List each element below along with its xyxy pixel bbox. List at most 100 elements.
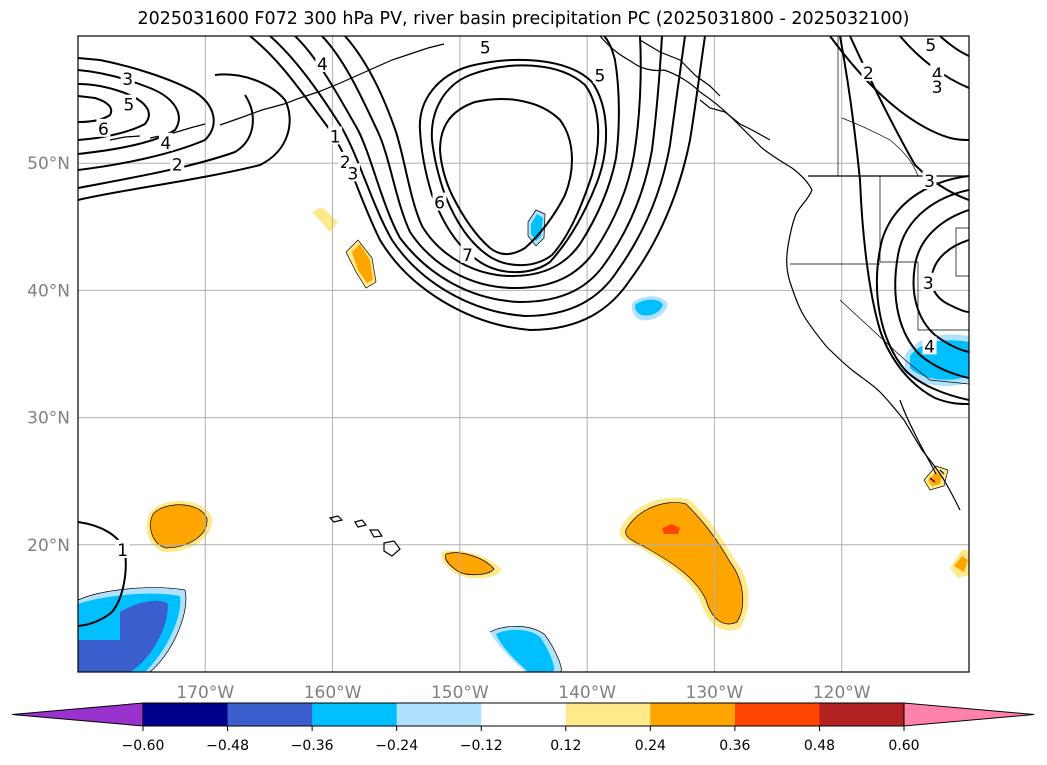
- precip-area-positive: [625, 502, 743, 624]
- lon-tick-label: 130°W: [686, 683, 744, 703]
- contour-label: 3: [923, 274, 934, 294]
- contour-label-halo: [592, 65, 607, 84]
- contour-label-halo: [345, 163, 360, 182]
- contour-label-halo: [478, 37, 493, 56]
- pv-contour: [78, 521, 127, 627]
- colorbar-segment: [565, 703, 651, 726]
- contour-label: 7: [462, 246, 473, 266]
- lon-tick-label: 140°W: [558, 683, 616, 703]
- pv-contour: [78, 83, 150, 141]
- pv-contours: [78, 36, 969, 627]
- state-border: [955, 227, 969, 277]
- pv-contour: [894, 189, 969, 379]
- colorbar-segment: [143, 703, 229, 726]
- contour-label: 5: [925, 36, 936, 56]
- colorbar-tick-label: −0.24: [375, 738, 418, 754]
- contour-label: 4: [160, 134, 171, 154]
- contour-label-halo: [432, 192, 447, 211]
- contour-label: 2: [863, 64, 874, 84]
- contour-label-halo: [923, 36, 938, 53]
- pv-contour: [930, 239, 969, 313]
- contour-label-halo: [861, 62, 876, 81]
- colorbar-segment: [819, 703, 905, 726]
- island-hawaii: [354, 519, 368, 528]
- contour-label-halo: [170, 154, 185, 173]
- pv-contour: [249, 36, 706, 332]
- lat-tick-label: 30°N: [27, 409, 70, 429]
- map-title: 2025031600 F072 300 hPa PV, river basin …: [137, 9, 910, 29]
- colorbar-segment: [734, 703, 820, 726]
- colorbar-tick-label: −0.12: [460, 738, 503, 754]
- precip-area-positive: [312, 207, 338, 232]
- state-border: [879, 176, 969, 331]
- colorbar-segment: [312, 703, 398, 726]
- pv-contour: [438, 98, 573, 255]
- pv-contour: [78, 57, 215, 171]
- colorbar-segment: [481, 703, 567, 726]
- colorbar-segment: [650, 703, 736, 726]
- colorbar-tick-label: −0.36: [291, 738, 334, 754]
- precip-area-strong-negative: [78, 600, 168, 672]
- colorbar-segment: [227, 703, 313, 726]
- contour-label-halo: [120, 69, 135, 88]
- contour-label: 3: [122, 70, 133, 90]
- colorbar-tick-label: −0.48: [206, 738, 249, 754]
- coastlines: [109, 36, 969, 557]
- lat-tick-label: 20°N: [27, 536, 70, 556]
- precipitation-shading: [78, 207, 969, 672]
- contour-label-halo: [460, 244, 475, 263]
- colorbar-tick-label: −0.60: [122, 738, 165, 754]
- colorbar-tick-label: 0.36: [719, 738, 750, 754]
- island-hawaii: [383, 540, 401, 557]
- lat-tick-label: 40°N: [27, 281, 70, 301]
- precip-area-positive: [352, 244, 373, 283]
- pv-contour: [78, 94, 254, 189]
- contour-label: 6: [98, 120, 109, 140]
- colorbar-tick-label: 0.12: [550, 738, 581, 754]
- contour-label-halo: [96, 118, 111, 137]
- pv-contour: [876, 175, 969, 401]
- island-hawaii: [368, 529, 384, 538]
- lon-tick-label: 160°W: [304, 683, 362, 703]
- map-frame: [77, 35, 970, 673]
- contour-label: 3: [932, 78, 943, 98]
- contour-label: 1: [330, 127, 341, 147]
- island-hawaii: [328, 515, 344, 523]
- contour-label: 3: [924, 172, 935, 192]
- contour-label: 6: [434, 194, 445, 214]
- precip-area-negative: [635, 299, 663, 316]
- state-border: [841, 117, 919, 177]
- longitude-labels: 170°W 160°W 150°W 140°W 130°W 120°W: [176, 683, 870, 703]
- lon-tick-label: 170°W: [176, 683, 234, 703]
- pv-contour: [78, 69, 180, 155]
- colorbar-frame: [142, 702, 905, 727]
- pv-contour: [78, 95, 113, 123]
- contour-label: 4: [924, 337, 935, 357]
- latitude-labels: 50°N 40°N 30°N 20°N: [27, 154, 70, 556]
- contour-label-halo: [922, 336, 937, 355]
- pv-contour: [294, 36, 663, 304]
- contour-label: 5: [480, 38, 491, 58]
- graticule: [78, 36, 969, 672]
- contour-label: 5: [124, 96, 135, 116]
- contour-label: 4: [932, 65, 943, 85]
- lat-tick-label: 50°N: [27, 154, 70, 174]
- contour-label: 4: [317, 55, 328, 75]
- precip-area-strong-positive: [662, 524, 680, 534]
- contour-label: 2: [172, 155, 183, 175]
- contour-label-halo: [315, 53, 330, 72]
- pv-contour: [418, 58, 608, 274]
- pv-contour: [939, 36, 969, 57]
- pv-contour: [321, 36, 642, 290]
- contour-label-halo: [158, 132, 173, 151]
- pv-contour: [912, 209, 969, 353]
- colorbar-tick-label: 0.60: [888, 738, 919, 754]
- pv-contour: [829, 36, 969, 141]
- contour-label-halo: [922, 171, 937, 190]
- colorbar-segment: [396, 703, 482, 726]
- colorbar-extend-left: [11, 702, 144, 727]
- contour-label: 5: [594, 66, 605, 86]
- lon-tick-label: 150°W: [431, 683, 489, 703]
- colorbar-extend-right: [903, 702, 1035, 727]
